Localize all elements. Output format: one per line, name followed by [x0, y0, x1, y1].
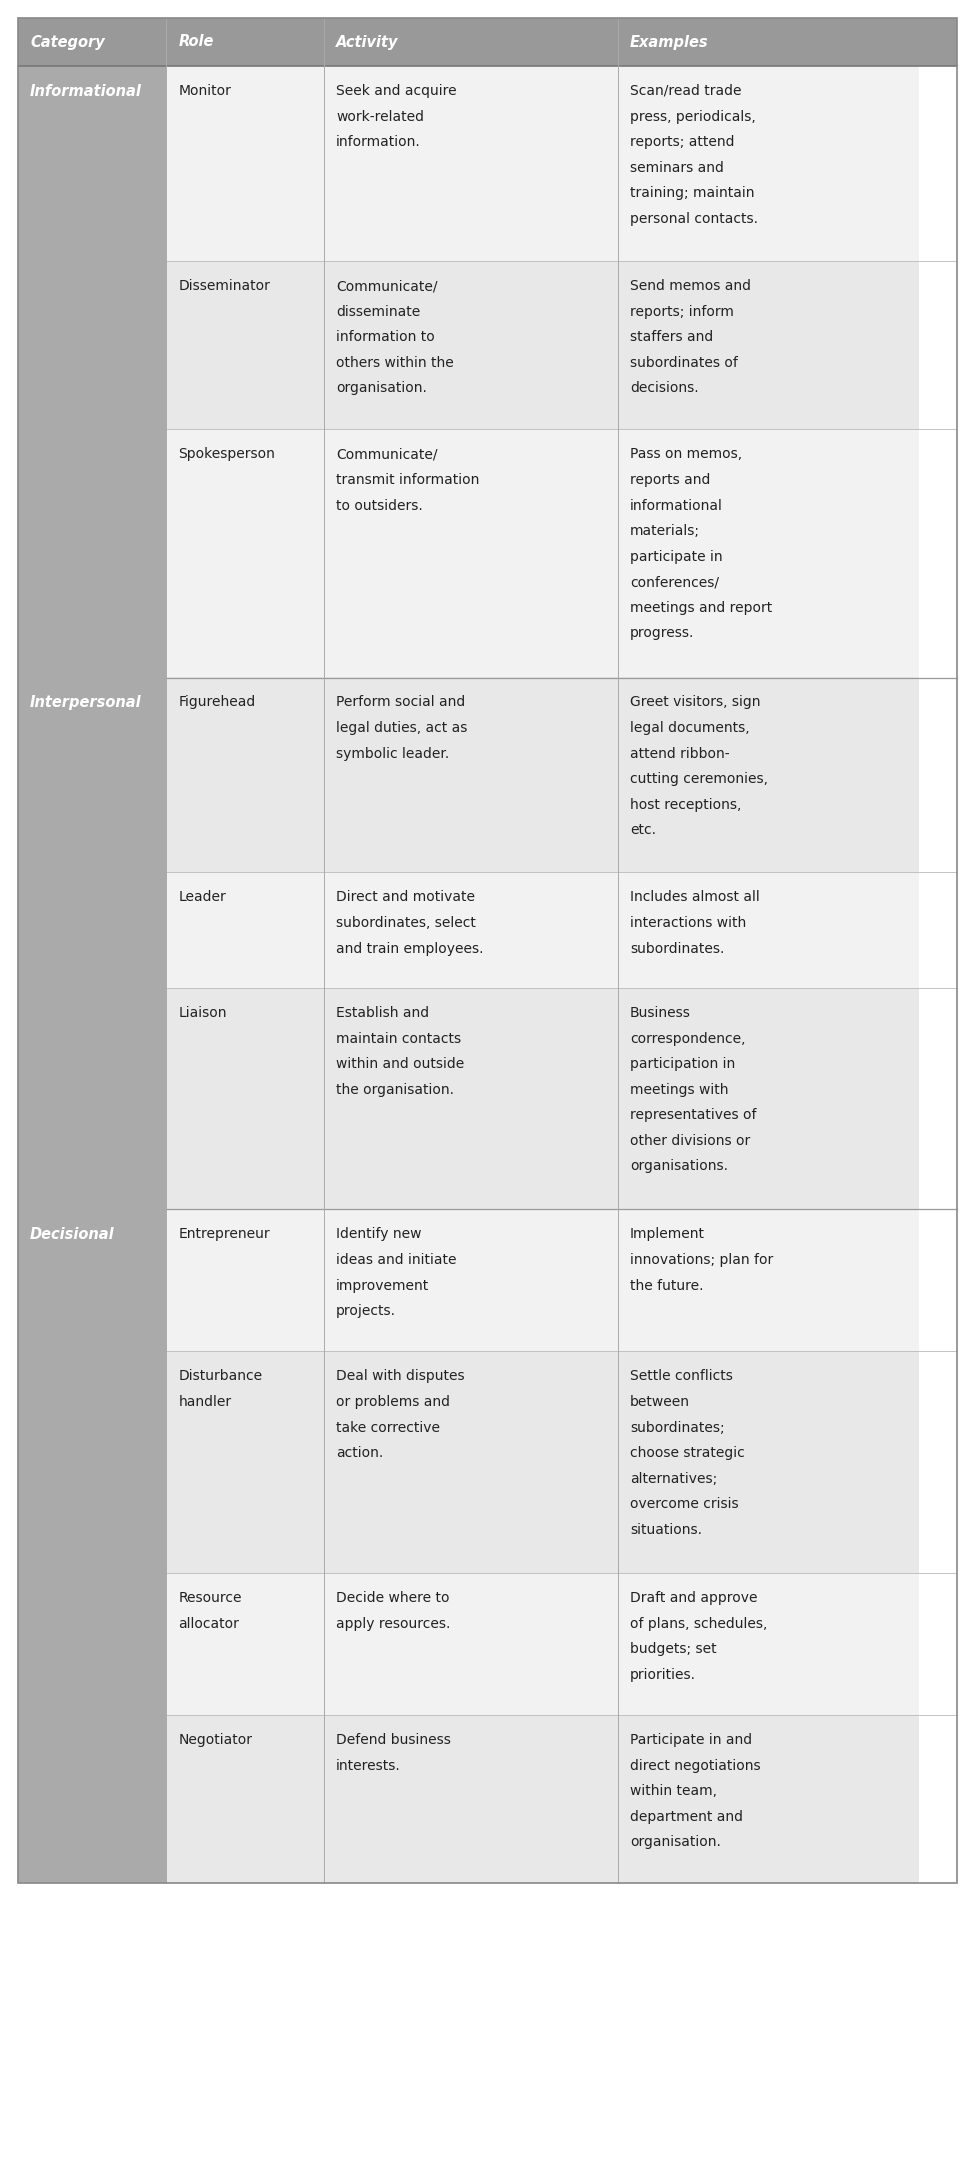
Bar	[18, 1574, 167, 1715]
Text: Role: Role	[178, 35, 214, 50]
Bar	[18, 1715, 167, 1884]
Bar	[167, 65, 324, 260]
Text: Spokesperson: Spokesperson	[178, 447, 275, 462]
Text: Send memos and
reports; inform
staffers and
subordinates of
decisions.: Send memos and reports; inform staffers …	[630, 280, 751, 395]
Text: Greet visitors, sign
legal documents,
attend ribbon-
cutting ceremonies,
host re: Greet visitors, sign legal documents, at…	[630, 696, 768, 837]
Bar	[324, 1210, 618, 1351]
Text: Settle conflicts
between
subordinates;
choose strategic
alternatives;
overcome c: Settle conflicts between subordinates; c…	[630, 1370, 745, 1537]
Text: Informational: Informational	[30, 85, 142, 100]
Text: Category: Category	[30, 35, 104, 50]
Bar	[167, 1351, 324, 1574]
Bar	[324, 1351, 618, 1574]
Bar	[618, 1210, 919, 1351]
Bar	[167, 872, 324, 989]
Bar	[324, 260, 618, 429]
Bar	[167, 429, 324, 676]
Bar	[18, 989, 167, 1210]
Text: Seek and acquire
work-related
information.: Seek and acquire work-related informatio…	[336, 85, 456, 150]
Bar	[618, 1574, 919, 1715]
Text: Draft and approve
of plans, schedules,
budgets; set
priorities.: Draft and approve of plans, schedules, b…	[630, 1591, 767, 1682]
Text: Establish and
maintain contacts
within and outside
the organisation.: Establish and maintain contacts within a…	[336, 1006, 464, 1097]
Bar	[18, 872, 167, 989]
Text: Direct and motivate
subordinates, select
and train employees.: Direct and motivate subordinates, select…	[336, 891, 484, 956]
Text: Liaison: Liaison	[178, 1006, 227, 1019]
Bar	[18, 17, 957, 65]
Text: Identify new
ideas and initiate
improvement
projects.: Identify new ideas and initiate improvem…	[336, 1227, 456, 1318]
Bar	[167, 1574, 324, 1715]
Text: Disseminator: Disseminator	[178, 280, 270, 293]
Bar	[167, 1715, 324, 1884]
Bar	[18, 429, 167, 676]
Text: Decide where to
apply resources.: Decide where to apply resources.	[336, 1591, 450, 1630]
Text: Participate in and
direct negotiations
within team,
department and
organisation.: Participate in and direct negotiations w…	[630, 1732, 760, 1849]
Bar	[324, 872, 618, 989]
Bar	[324, 429, 618, 676]
Text: Defend business
interests.: Defend business interests.	[336, 1732, 451, 1773]
Text: Business
correspondence,
participation in
meetings with
representatives of
other: Business correspondence, participation i…	[630, 1006, 757, 1173]
Bar	[18, 1210, 167, 1351]
Bar	[167, 1210, 324, 1351]
Bar	[618, 872, 919, 989]
Text: Activity: Activity	[336, 35, 399, 50]
Text: Interpersonal: Interpersonal	[30, 696, 141, 711]
Text: Includes almost all
interactions with
subordinates.: Includes almost all interactions with su…	[630, 891, 760, 956]
Bar	[324, 676, 618, 872]
Bar	[324, 1715, 618, 1884]
Text: Entrepreneur: Entrepreneur	[178, 1227, 270, 1242]
Bar	[618, 989, 919, 1210]
Text: Implement
innovations; plan for
the future.: Implement innovations; plan for the futu…	[630, 1227, 773, 1292]
Text: Leader: Leader	[178, 891, 226, 904]
Text: Communicate/
transmit information
to outsiders.: Communicate/ transmit information to out…	[336, 447, 480, 512]
Bar	[618, 429, 919, 676]
Bar	[18, 1351, 167, 1574]
Bar	[18, 17, 957, 1884]
Bar	[618, 1715, 919, 1884]
Text: Monitor: Monitor	[178, 85, 231, 98]
Text: Resource
allocator: Resource allocator	[178, 1591, 242, 1630]
Bar	[18, 260, 167, 429]
Text: Scan/read trade
press, periodicals,
reports; attend
seminars and
training; maint: Scan/read trade press, periodicals, repo…	[630, 85, 758, 225]
Bar	[618, 1351, 919, 1574]
Bar	[324, 989, 618, 1210]
Bar	[167, 989, 324, 1210]
Text: Communicate/
disseminate
information to
others within the
organisation.: Communicate/ disseminate information to …	[336, 280, 454, 395]
Text: Figurehead: Figurehead	[178, 696, 255, 709]
Bar	[618, 676, 919, 872]
Bar	[18, 676, 167, 872]
Bar	[18, 65, 167, 260]
Bar	[618, 65, 919, 260]
Bar	[324, 65, 618, 260]
Text: Deal with disputes
or problems and
take corrective
action.: Deal with disputes or problems and take …	[336, 1370, 465, 1461]
Bar	[324, 1574, 618, 1715]
Text: Perform social and
legal duties, act as
symbolic leader.: Perform social and legal duties, act as …	[336, 696, 467, 761]
Text: Disturbance
handler: Disturbance handler	[178, 1370, 262, 1409]
Text: Examples: Examples	[630, 35, 709, 50]
Text: Decisional: Decisional	[30, 1227, 115, 1242]
Bar	[167, 260, 324, 429]
Text: Negotiator: Negotiator	[178, 1732, 253, 1747]
Bar	[167, 676, 324, 872]
Bar	[618, 260, 919, 429]
Text: Pass on memos,
reports and
informational
materials;
participate in
conferences/
: Pass on memos, reports and informational…	[630, 447, 772, 640]
